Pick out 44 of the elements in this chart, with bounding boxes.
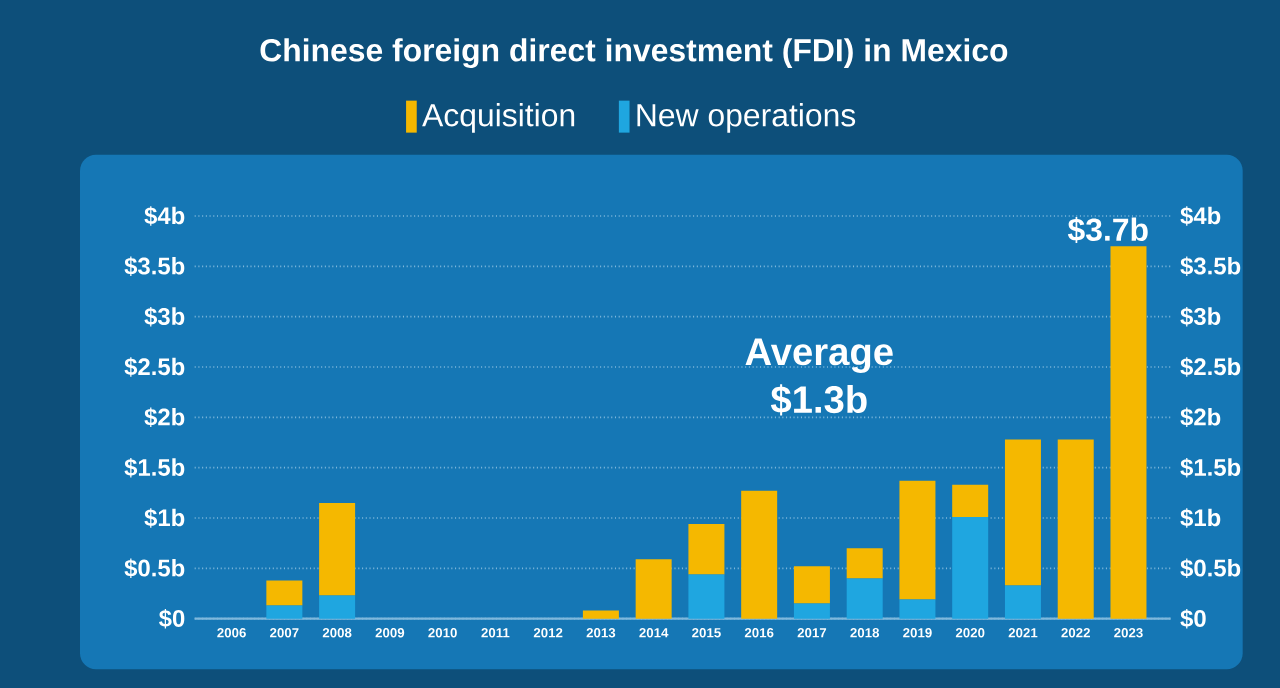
bar xyxy=(1004,439,1041,586)
y2-tick-label: $0 xyxy=(1180,608,1206,629)
annotation: $3.7b xyxy=(1067,216,1148,244)
bar xyxy=(899,599,936,619)
bar xyxy=(793,566,830,604)
bar xyxy=(319,502,356,596)
y2-tick-label: $3.5b xyxy=(1180,256,1241,277)
y-tick-label: $3b xyxy=(144,306,185,327)
annotation: Average $1.3b xyxy=(745,338,893,416)
bar xyxy=(582,610,619,619)
bar xyxy=(1110,246,1147,619)
bar xyxy=(688,524,725,575)
chart-title: Chinese foreign direct investment (FDI) in Mexico xyxy=(260,38,1008,68)
y2-tick-label: $3b xyxy=(1180,306,1221,327)
y-tick-label: $1b xyxy=(144,508,185,528)
y-tick-label: $2.5b xyxy=(124,357,185,377)
y-tick-label: $3.5b xyxy=(124,256,185,277)
bar xyxy=(1004,585,1041,619)
y2-tick-label: $4b xyxy=(1180,206,1221,226)
y2-tick-label: $0.5b xyxy=(1180,558,1241,579)
bar xyxy=(846,548,883,579)
bar xyxy=(635,559,672,619)
y2-tick-label: $1b xyxy=(1180,508,1221,528)
bar xyxy=(741,490,778,619)
y-tick-label: $0.5b xyxy=(124,558,185,579)
y2-tick-label: $1.5b xyxy=(1180,457,1241,478)
y-tick-label: $4b xyxy=(144,206,185,226)
legend-label: New operations xyxy=(637,103,856,133)
y-tick-label: $0 xyxy=(159,608,185,629)
bar xyxy=(266,605,303,619)
y2-tick-label: $2b xyxy=(1180,407,1221,428)
legend-label: Acquisition xyxy=(422,103,575,133)
bar xyxy=(266,580,303,606)
y-tick-label: $2b xyxy=(144,407,185,428)
bar xyxy=(899,480,936,600)
bar xyxy=(688,574,725,619)
bar xyxy=(846,578,883,619)
y-tick-label: $1.5b xyxy=(124,457,185,478)
bar xyxy=(952,516,989,619)
y2-tick-label: $2.5b xyxy=(1180,357,1241,377)
bar xyxy=(952,484,989,517)
bar xyxy=(1057,439,1094,619)
bar xyxy=(793,603,830,619)
bar xyxy=(319,595,356,619)
